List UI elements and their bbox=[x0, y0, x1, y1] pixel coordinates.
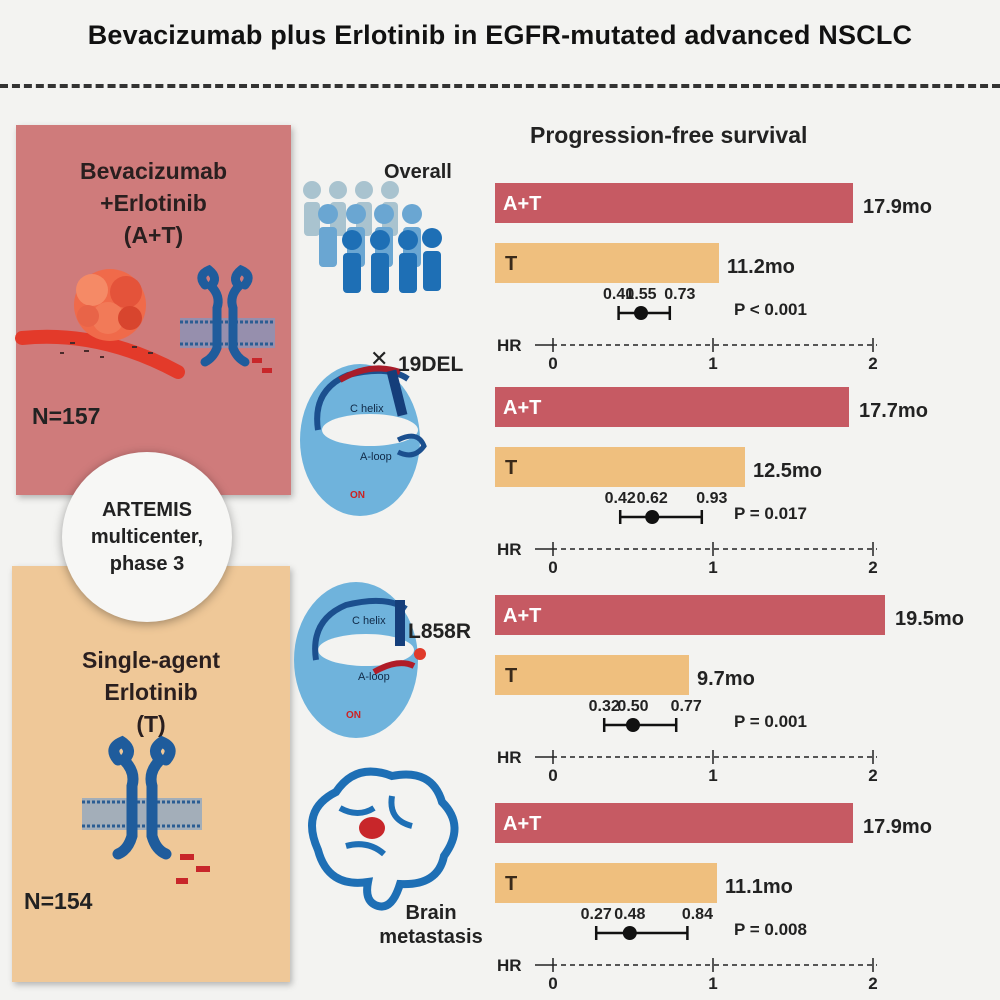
svg-text:C helix: C helix bbox=[352, 615, 386, 627]
kinase-19del-icon: C helix A-loop ON ✕ bbox=[300, 346, 427, 516]
hr-point bbox=[634, 306, 648, 320]
arm-a-panel: Bevacizumab +Erlotinib (A+T) N=157 bbox=[16, 125, 291, 495]
hr-tick-label: 0 bbox=[548, 974, 557, 993]
t-bar bbox=[495, 243, 719, 283]
people-crowd-icon bbox=[303, 181, 442, 293]
t-bar bbox=[495, 863, 717, 903]
dashed-divider bbox=[0, 84, 1000, 88]
at-value-label: 17.9mo bbox=[863, 196, 932, 218]
hr-axis-label: HR bbox=[497, 956, 522, 975]
arm-a-title-line3: (A+T) bbox=[123, 222, 184, 248]
hr-label: 0.62 bbox=[637, 490, 668, 507]
hr-axis-label: HR bbox=[497, 748, 522, 767]
ci-low-label: 0.41 bbox=[603, 286, 634, 303]
at-bar bbox=[495, 803, 853, 843]
svg-text:✕: ✕ bbox=[370, 346, 388, 371]
hr-point bbox=[645, 510, 660, 524]
ci-high-label: 0.77 bbox=[671, 698, 702, 715]
arm-t-title-line2: Erlotinib bbox=[104, 679, 198, 705]
hr-axis-label: HR bbox=[497, 540, 522, 559]
chart-title: Progression-free survival bbox=[530, 122, 808, 148]
ci-low-label: 0.42 bbox=[605, 490, 636, 507]
t-value-label: 9.7mo bbox=[697, 668, 755, 690]
t-bar-label: T bbox=[505, 457, 517, 479]
hr-tick-label: 1 bbox=[708, 766, 717, 785]
svg-text:C helix: C helix bbox=[350, 403, 384, 415]
hr-point bbox=[622, 926, 637, 940]
hr-tick-label: 2 bbox=[868, 354, 877, 373]
egfr-receptor-bottom-icon bbox=[82, 735, 210, 884]
svg-text:ON: ON bbox=[346, 710, 361, 721]
hr-label: 0.48 bbox=[614, 906, 645, 923]
ci-high-label: 0.73 bbox=[664, 286, 695, 303]
p-value-label: P = 0.017 bbox=[734, 504, 807, 523]
at-bar-label: A+T bbox=[503, 605, 541, 627]
t-bar-label: T bbox=[505, 253, 517, 275]
trial-info-circle: ARTEMIS multicenter, phase 3 bbox=[62, 452, 232, 622]
t-bar bbox=[495, 447, 745, 487]
kinase-l858r-icon: C helix A-loop ON bbox=[294, 582, 426, 738]
t-value-label: 12.5mo bbox=[753, 460, 822, 482]
at-bar-label: A+T bbox=[503, 813, 541, 835]
egfr-receptor-icon bbox=[180, 264, 275, 373]
svg-text:A-loop: A-loop bbox=[360, 451, 392, 463]
at-bar-label: A+T bbox=[503, 397, 541, 419]
hr-tick-label: 1 bbox=[708, 558, 717, 577]
trial-line3: phase 3 bbox=[109, 552, 185, 575]
hr-tick-label: 2 bbox=[868, 974, 877, 993]
hr-tick-label: 0 bbox=[548, 354, 557, 373]
at-bar bbox=[495, 387, 849, 427]
brain-label-line2: metastasis bbox=[379, 926, 483, 948]
ci-high-label: 0.93 bbox=[696, 490, 727, 507]
trial-name: ARTEMIS bbox=[101, 498, 192, 521]
subgroup-overall-label: Overall bbox=[384, 161, 452, 183]
hr-tick-label: 0 bbox=[548, 766, 557, 785]
t-value-label: 11.2mo bbox=[727, 256, 795, 278]
hr-label: 0.55 bbox=[625, 286, 656, 303]
p-value-label: P < 0.001 bbox=[734, 300, 807, 319]
at-value-label: 17.9mo bbox=[863, 816, 932, 838]
brain-label-line1: Brain bbox=[405, 902, 457, 924]
ci-low-label: 0.32 bbox=[589, 698, 620, 715]
hr-tick-label: 1 bbox=[708, 354, 717, 373]
at-bar bbox=[495, 595, 885, 635]
hr-tick-label: 0 bbox=[548, 558, 557, 577]
ci-low-label: 0.27 bbox=[581, 906, 612, 923]
tumor-vessel-icon bbox=[15, 269, 185, 379]
t-bar bbox=[495, 655, 689, 695]
brain-icon bbox=[308, 767, 459, 911]
svg-text:ON: ON bbox=[350, 490, 365, 501]
page-title: Bevacizumab plus Erlotinib in EGFR-mutat… bbox=[87, 20, 913, 50]
trial-line2: multicenter, bbox=[90, 525, 204, 548]
hr-tick-label: 1 bbox=[708, 974, 717, 993]
hr-label: 0.50 bbox=[617, 698, 648, 715]
p-value-label: P = 0.001 bbox=[734, 712, 807, 731]
ci-high-label: 0.84 bbox=[682, 906, 713, 923]
hr-tick-label: 2 bbox=[868, 558, 877, 577]
at-bar-label: A+T bbox=[503, 193, 541, 215]
arm-t-title-line3: (T) bbox=[136, 711, 166, 737]
arm-a-n: N=157 bbox=[32, 403, 101, 429]
t-bar-label: T bbox=[505, 873, 517, 895]
arm-t-n: N=154 bbox=[24, 888, 93, 914]
subgroup-l858r-label: L858R bbox=[408, 620, 472, 643]
t-bar-label: T bbox=[505, 665, 517, 687]
subgroup-19del-label: 19DEL bbox=[398, 353, 464, 376]
t-value-label: 11.1mo bbox=[725, 876, 793, 898]
p-value-label: P = 0.008 bbox=[734, 920, 807, 939]
arm-a-title-line1: Bevacizumab bbox=[79, 158, 227, 184]
arm-a-title-line2: +Erlotinib bbox=[100, 190, 207, 216]
at-value-label: 17.7mo bbox=[859, 400, 928, 422]
hr-tick-label: 2 bbox=[868, 766, 877, 785]
at-bar bbox=[495, 183, 853, 223]
hr-axis-label: HR bbox=[497, 336, 522, 355]
arm-t-title-line1: Single-agent bbox=[81, 647, 220, 673]
hr-point bbox=[626, 718, 640, 732]
at-value-label: 19.5mo bbox=[895, 608, 964, 630]
subgroup-brain-label: Brain metastasis bbox=[378, 901, 484, 949]
svg-text:A-loop: A-loop bbox=[358, 671, 390, 683]
